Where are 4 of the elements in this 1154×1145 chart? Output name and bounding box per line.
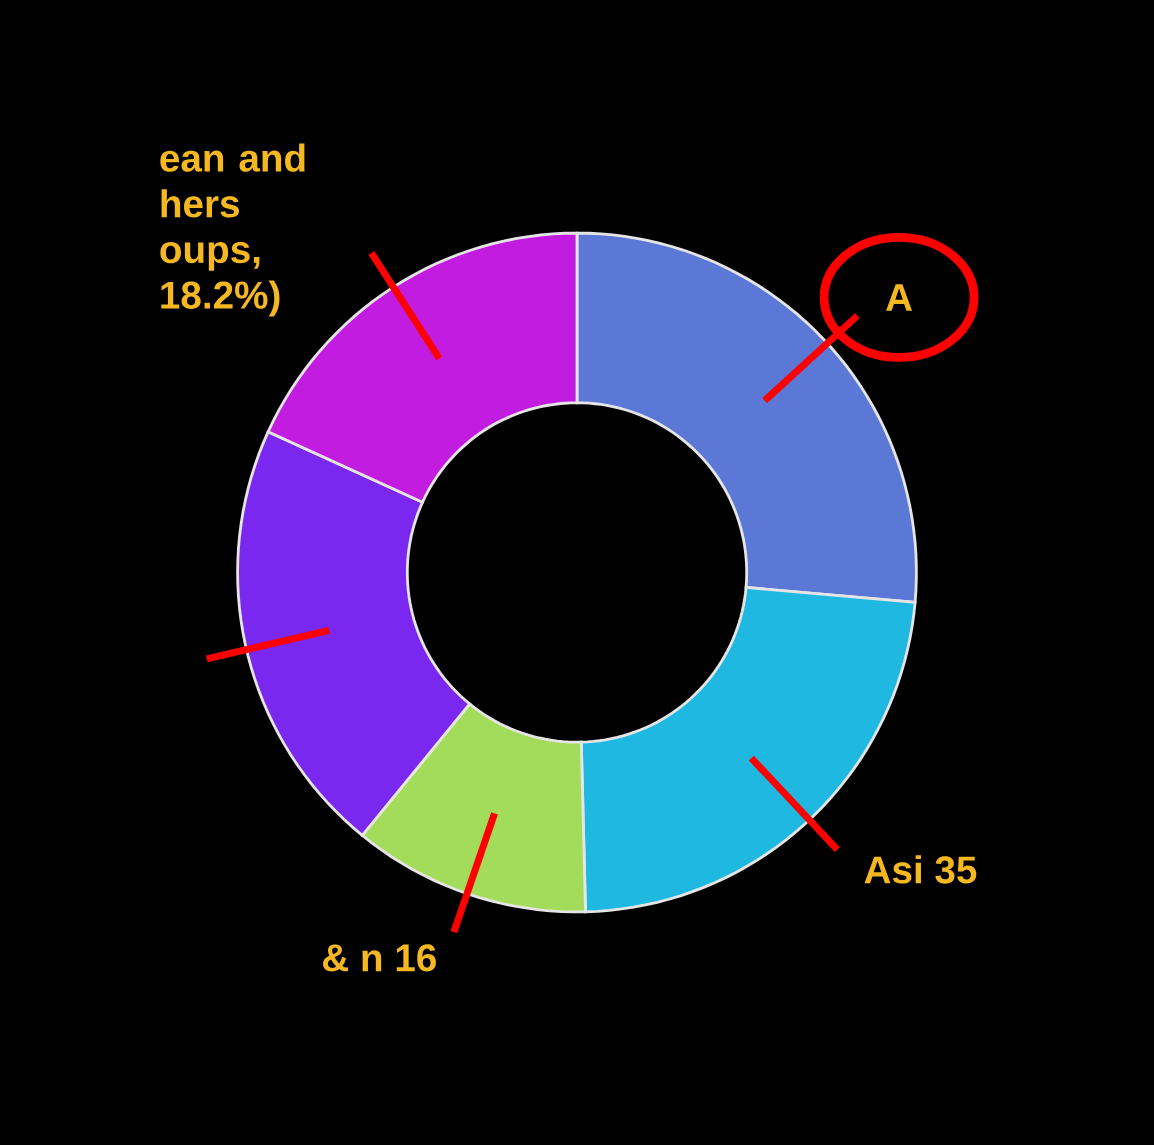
slice-label: & n 16 (323, 944, 436, 972)
slice-label: ean and hers oups, 18.2%) (160, 143, 305, 317)
slice-label: Asi 35 (864, 855, 977, 884)
slice-label: A (886, 284, 913, 311)
